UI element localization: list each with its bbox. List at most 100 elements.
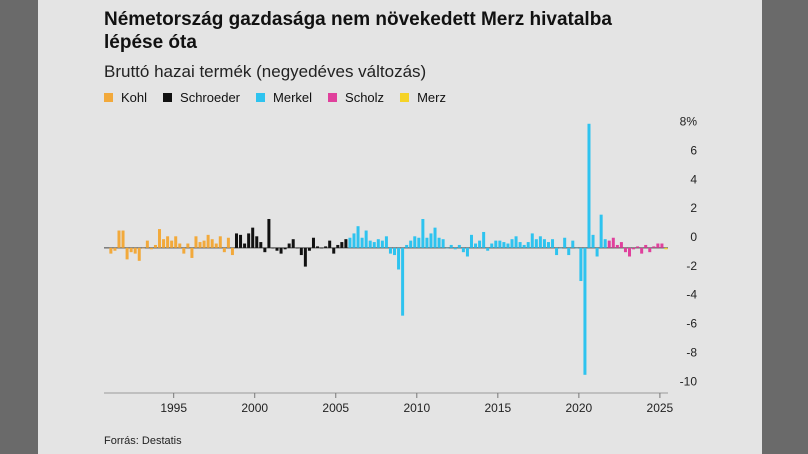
- bar: [490, 243, 494, 248]
- bar: [380, 240, 384, 248]
- bar: [178, 243, 182, 248]
- bar: [591, 234, 595, 248]
- bar: [194, 236, 198, 248]
- bar: [121, 230, 125, 248]
- legend-swatch: [256, 93, 266, 102]
- bar: [461, 247, 465, 253]
- bar: [348, 237, 352, 248]
- bar: [267, 218, 271, 248]
- bar: [376, 239, 380, 248]
- bar: [149, 247, 153, 250]
- bar: [538, 236, 542, 248]
- bar: [563, 237, 567, 248]
- bar: [409, 240, 413, 248]
- bar: [344, 239, 348, 248]
- bar: [255, 236, 259, 248]
- bar: [311, 237, 315, 248]
- bar: [218, 236, 222, 248]
- bar: [453, 247, 457, 250]
- bar: [656, 243, 660, 248]
- bar: [457, 244, 461, 248]
- legend-swatch: [400, 93, 410, 102]
- bar: [518, 242, 522, 248]
- bar: [384, 236, 388, 248]
- y-tick-label: 8%: [680, 115, 698, 129]
- bar: [587, 123, 591, 248]
- legend-item: Schroeder: [163, 90, 240, 105]
- bar: [494, 240, 498, 248]
- bar: [287, 243, 291, 248]
- panel: [38, 0, 762, 454]
- bar: [530, 233, 534, 248]
- bar: [644, 244, 648, 248]
- bar: [615, 244, 619, 248]
- bar: [498, 240, 502, 248]
- bar: [603, 239, 607, 248]
- bar: [291, 239, 295, 248]
- bar: [640, 247, 644, 254]
- chart-subtitle: Bruttó hazai termék (negyedéves változás…: [104, 62, 427, 81]
- bar: [510, 239, 514, 248]
- legend-label: Merz: [417, 90, 446, 105]
- bar: [469, 234, 473, 248]
- bar: [153, 244, 157, 248]
- bar: [295, 247, 299, 249]
- bar: [526, 242, 530, 248]
- bar: [137, 247, 141, 261]
- bar: [571, 240, 575, 248]
- bar: [214, 243, 218, 248]
- x-tick-label: 2025: [647, 401, 674, 415]
- bar: [279, 247, 283, 254]
- bar: [393, 247, 397, 256]
- bar: [182, 247, 186, 254]
- bar: [324, 246, 328, 248]
- bar: [113, 247, 117, 251]
- legend-label: Merkel: [273, 90, 313, 105]
- bar: [251, 227, 255, 248]
- x-tick-label: 2010: [403, 401, 430, 415]
- bar: [202, 240, 206, 248]
- bar: [307, 247, 311, 251]
- bar: [502, 242, 506, 248]
- bar: [133, 247, 137, 254]
- legend-label: Scholz: [345, 90, 385, 105]
- bar: [417, 237, 421, 248]
- bar: [263, 247, 267, 253]
- bar: [206, 234, 210, 248]
- x-tick-label: 2015: [484, 401, 511, 415]
- bar: [259, 242, 263, 248]
- bar: [660, 243, 664, 248]
- bar: [174, 236, 178, 248]
- bar: [352, 233, 356, 248]
- bar: [129, 247, 133, 253]
- bar: [186, 243, 190, 248]
- bar: [234, 233, 238, 248]
- bar: [141, 247, 145, 249]
- y-tick-label: -2: [686, 259, 697, 273]
- bar: [542, 239, 546, 248]
- bar: [336, 244, 340, 248]
- bar: [551, 239, 555, 248]
- bar: [421, 218, 425, 248]
- bar: [652, 246, 656, 248]
- bar: [437, 237, 441, 248]
- bar: [506, 243, 510, 248]
- bar: [316, 246, 320, 248]
- bar: [632, 247, 636, 250]
- bar: [190, 247, 194, 258]
- bar: [340, 242, 344, 248]
- bar: [405, 244, 409, 248]
- legend-item: Kohl: [104, 90, 147, 105]
- bar: [534, 239, 538, 248]
- bar: [546, 242, 550, 248]
- bar: [425, 237, 429, 248]
- bar: [299, 247, 303, 256]
- bar: [170, 240, 174, 248]
- bar: [445, 247, 449, 249]
- bar: [555, 247, 559, 256]
- bar: [162, 239, 166, 248]
- legend: Kohl Schroeder Merkel Scholz Merz: [104, 90, 462, 105]
- bar: [664, 247, 668, 250]
- bar: [607, 240, 611, 248]
- bar: [522, 244, 526, 248]
